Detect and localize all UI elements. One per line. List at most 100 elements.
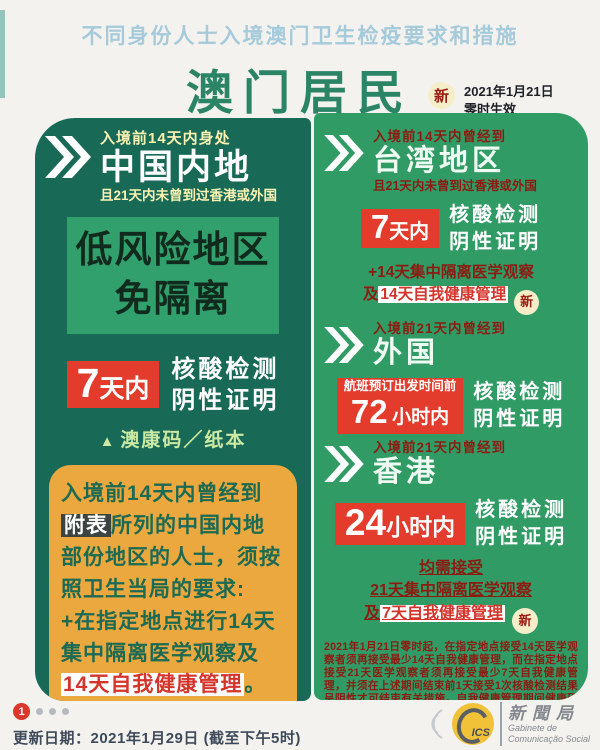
effective-date-line2: 零时生效 xyxy=(464,101,517,117)
notice-text-before: 入境前14天内曾经到 xyxy=(61,482,263,505)
badge-prefix: 航班预订出发时间前 xyxy=(343,379,457,394)
taiwan-extra-line1: +14天集中隔离医学观察 xyxy=(368,263,534,281)
requirement-line2: 阴性证明 xyxy=(473,407,566,430)
badge-number: 24 xyxy=(344,501,387,543)
chevron-right-icon xyxy=(324,135,364,171)
china-condition: 且21天内未曾到过香港或外国 xyxy=(100,188,278,204)
joint-prefix: 及 xyxy=(364,604,381,622)
china-test-window-badge: 7 天内 xyxy=(66,360,160,409)
china-test-requirement: 核酸检测 阴性证明 xyxy=(171,354,279,416)
gcs-logo-mark: ICS xyxy=(471,727,490,739)
badge-unit: 小时内 xyxy=(386,513,456,540)
notice-highlight: 14天自我健康管理 xyxy=(61,673,245,697)
hongkong-test-window-badge: 24 小时内 xyxy=(334,501,466,546)
logo-portuguese-line1: Gabinete de xyxy=(507,723,557,734)
gcs-logo-circle: ICS xyxy=(451,703,494,748)
joint-line2: 21天集中隔离医学观察 xyxy=(370,582,532,600)
logo-chinese-name: 新聞局 xyxy=(507,703,580,723)
china-region-title: 中国内地 xyxy=(100,148,253,187)
taiwan-extra-measures: +14天集中隔离医学观察 及 14天自我健康管理新 xyxy=(324,262,578,315)
badge-number: 7 xyxy=(76,360,100,407)
taiwan-extra-line2: 及 14天自我健康管理新 xyxy=(324,284,578,315)
logo-text-block: 新聞局 Gabinete de Comunicação Social xyxy=(508,704,590,744)
chevron-right-icon xyxy=(324,326,364,363)
new-icon: 新 xyxy=(514,289,540,315)
section-foreign: 入境前21天内曾经到 外国 航班预订出发时间前 72 小时内 核酸检测 阴性证明 xyxy=(324,321,578,434)
foreign-test-window-badge: 航班预订出发时间前 72 小时内 xyxy=(336,378,464,434)
requirement-line2: 阴性证明 xyxy=(449,230,542,253)
foreign-test-requirement: 核酸检测 阴性证明 xyxy=(473,379,565,433)
requirement-line1: 核酸检测 xyxy=(475,499,568,522)
requirement-line1: 核酸检测 xyxy=(171,355,280,383)
hongkong-precondition: 入境前21天内曾经到 xyxy=(373,439,507,455)
joint-highlight: 7天自我健康管理 xyxy=(380,604,505,622)
joint-quarantine-note: 均需接受 21天集中隔离医学观察 及 7天自我健康管理新 xyxy=(324,558,578,634)
main-columns: 入境前14天内身处 中国内地 且21天内未曾到过香港或外国 低风险地区 免隔离 … xyxy=(35,113,588,701)
current-page-dot[interactable]: 1 xyxy=(13,703,30,720)
badge-unit: 小时内 xyxy=(392,407,450,429)
hongkong-test-requirement: 核酸检测 阴性证明 xyxy=(475,497,567,551)
notice-period: 。 xyxy=(244,673,267,697)
joint-line3: 及 7天自我健康管理新 xyxy=(324,603,578,634)
extra-highlight: 14天自我健康管理 xyxy=(378,286,509,303)
effective-date-line1: 2021年1月21日 xyxy=(464,84,554,99)
section-hongkong: 入境前21天内曾经到 香港 24 小时内 核酸检测 阴性证明 均需接受 21天集… xyxy=(324,440,578,634)
left-edge-accent-strip xyxy=(0,10,5,98)
update-date: 更新日期：2021年1月29日 (截至下午5时) xyxy=(13,730,301,747)
china-precondition: 入境前14天内身处 xyxy=(100,130,231,147)
poster-subtitle: 不同身份人士入境澳门卫生检疫要求和措施 xyxy=(81,25,519,48)
appendix-notice-box: 入境前14天内曾经到附表 所列的中国内地部份地区的人士，须按照卫生当局的要求: +… xyxy=(49,465,297,701)
page-indicator: 1 xyxy=(13,703,301,720)
notice-text-plus: +在指定地点进行14天集中隔离医学观察及 xyxy=(61,609,276,665)
page-dot[interactable] xyxy=(62,708,69,715)
taiwan-region-title: 台湾地区 xyxy=(373,145,506,178)
taiwan-test-window-badge: 7 天内 xyxy=(360,208,440,248)
page-dot[interactable] xyxy=(49,708,56,715)
sound-waves-icon xyxy=(431,709,443,739)
extra-prefix: 及 xyxy=(362,286,379,303)
badge-number: 7 xyxy=(370,208,390,246)
requirement-line1: 核酸检测 xyxy=(473,380,566,403)
low-risk-line2: 免隔离 xyxy=(114,277,232,319)
taiwan-condition: 且21天内未曾到过香港或外国 xyxy=(373,178,537,193)
badge-unit: 天内 xyxy=(389,221,430,244)
badge-number: 72 xyxy=(350,393,388,431)
joint-line1: 均需接受 xyxy=(418,560,483,578)
logo-portuguese-line2: Comunicação Social xyxy=(507,733,590,744)
new-icon: 新 xyxy=(428,82,455,109)
taiwan-test-requirement: 核酸检测 阴性证明 xyxy=(449,202,541,256)
health-code-note: ▲ 澳康码／纸本 xyxy=(45,425,301,452)
taiwan-precondition: 入境前14天内曾经到 xyxy=(373,129,507,144)
china-test-row: 7 天内 核酸检测 阴性证明 xyxy=(45,354,301,416)
panel-other-regions: 入境前14天内曾经到 台湾地区 且21天内未曾到过香港或外国 7 天内 核酸检测… xyxy=(314,113,588,700)
footer-pagination-block: 1 更新日期：2021年1月29日 (截至下午5时) xyxy=(13,703,301,748)
poster-header: 不同身份人士入境澳门卫生检疫要求和措施 澳门居民 xyxy=(0,0,600,123)
effective-date: 2021年1月21日 零时生效 xyxy=(464,82,554,118)
effective-date-block: 新 2021年1月21日 零时生效 xyxy=(428,82,554,118)
notice-text-middle: 所列的中国内地部份地区的人士，须按照卫生当局的要求: xyxy=(61,513,281,601)
logo-divider xyxy=(499,702,502,746)
china-section-header: 入境前14天内身处 中国内地 且21天内未曾到过香港或外国 xyxy=(45,130,301,204)
panel-china-mainland: 入境前14天内身处 中国内地 且21天内未曾到过香港或外国 低风险地区 免隔离 … xyxy=(35,118,311,701)
foreign-region-title: 外国 xyxy=(373,337,440,370)
low-risk-line1: 低风险地区 xyxy=(75,229,271,271)
hongkong-region-title: 香港 xyxy=(373,455,440,488)
badge-unit: 天内 xyxy=(99,375,150,404)
page-dot[interactable] xyxy=(36,708,43,715)
low-risk-box: 低风险地区 免隔离 xyxy=(67,217,279,334)
requirement-line1: 核酸检测 xyxy=(449,203,542,226)
chevron-right-icon xyxy=(45,136,91,178)
triangle-up-icon: ▲ xyxy=(99,433,117,450)
appendix-tag: 附表 xyxy=(61,513,111,537)
health-code-note-text: 澳康码／纸本 xyxy=(120,430,247,451)
fine-print-paragraph: 2021年1月21日零时起，在指定地点接受14天医学观察者须再接受最少14天自我… xyxy=(324,640,578,700)
new-icon: 新 xyxy=(511,607,538,634)
section-taiwan: 入境前14天内曾经到 台湾地区 且21天内未曾到过香港或外国 7 天内 核酸检测… xyxy=(324,129,578,315)
chevron-right-icon xyxy=(324,445,364,482)
foreign-precondition: 入境前21天内曾经到 xyxy=(373,320,507,336)
gcs-logo: ICS 新聞局 Gabinete de Comunicação Social xyxy=(430,702,590,748)
page-title: 澳门居民 xyxy=(186,66,414,119)
g-crescent-icon xyxy=(452,704,494,748)
requirement-line2: 阴性证明 xyxy=(475,526,568,549)
requirement-line2: 阴性证明 xyxy=(171,386,280,414)
